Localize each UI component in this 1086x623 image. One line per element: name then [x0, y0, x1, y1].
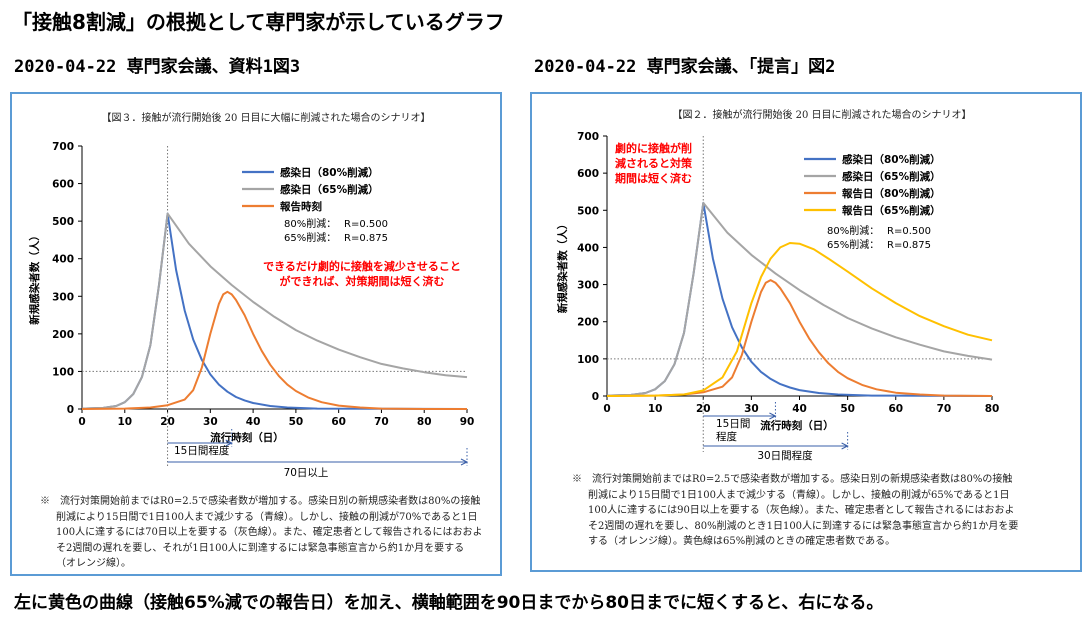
- x-tick-label: 40: [792, 403, 807, 415]
- left-chart-panel: 【図３．接触が流行開始後 20 日目に大幅に削減された場合のシナリオ】 0 100 2…: [10, 92, 502, 576]
- y-tick-label: 500: [52, 216, 74, 228]
- x-tick-label: 50: [289, 416, 304, 428]
- x-tick-label: 0: [78, 416, 85, 428]
- r-label-value: R=0.875: [344, 233, 388, 244]
- right-panel-header: 2020-04-22 専門家会議、「提言」図2: [534, 57, 836, 77]
- y-tick-label: 100: [52, 366, 74, 378]
- right-chart-svg: 【図２．接触が流行開始後 20 日目に削減された場合のシナリオ】01002003…: [556, 108, 1000, 462]
- right-note-line: ※ 流行対策開始前まではR0=2.5で感染者数が増加する。感染日別の新規感染者数…: [572, 474, 1013, 485]
- span-label: 程度: [716, 430, 737, 443]
- y-tick-label: 400: [52, 254, 74, 266]
- y-tick-label: 100: [577, 354, 599, 366]
- legend-label: 感染日（80%削減）: [280, 166, 379, 179]
- right-chart-panel: 【図２．接触が流行開始後 20 日目に削減された場合のシナリオ】 0 100 200 3…: [530, 92, 1082, 572]
- annotation-text: 期間は短く済む: [615, 171, 692, 185]
- y-tick-label: 300: [577, 280, 599, 292]
- y-tick-label: 700: [52, 141, 74, 153]
- x-axis-label: 流行時刻（日）: [760, 419, 834, 432]
- series-line-yellow: [606, 242, 993, 397]
- r-label-name: 80%削減：: [827, 224, 879, 237]
- chart-title: 【図３．接触が流行開始後 20 日目に大幅に削減された場合のシナリオ】: [101, 111, 430, 124]
- left-chart-svg: 【図３．接触が流行開始後 20 日目に大幅に削減された場合のシナリオ】01002…: [28, 111, 475, 479]
- r-label-value: R=0.875: [887, 240, 931, 251]
- series-line-orange: [606, 279, 993, 397]
- span-label: 30日間程度: [757, 449, 813, 462]
- left-note-line: 削減により15日間で1日100人まで減少する（青線）。しかし、接触の削減が70%…: [56, 511, 478, 523]
- legend-label: 感染日（65%削減）: [842, 170, 941, 183]
- annotation-text: できるだけ劇的に接触を減少させること: [263, 259, 461, 273]
- legend-label: 報告時刻: [280, 200, 322, 213]
- x-tick-label: 0: [603, 403, 610, 415]
- x-tick-label: 90: [460, 416, 475, 428]
- y-tick-label: 200: [577, 317, 599, 329]
- x-tick-label: 50: [840, 403, 855, 415]
- y-tick-label: 700: [577, 131, 599, 143]
- left-note-line: そ2週間の遅れを要し、それが1日100人に到達するには緊急事態宣言から約1か月を…: [56, 542, 465, 554]
- x-tick-label: 30: [744, 403, 759, 415]
- span-label: 15日間: [716, 418, 750, 430]
- legend-label: 報告日（65%削減）: [842, 204, 941, 217]
- y-tick-label: 300: [52, 291, 74, 303]
- y-axis-label: 新規感染者数（人）: [556, 219, 569, 314]
- y-tick-label: 500: [577, 205, 599, 217]
- left-note-line: ※ 流行対策開始前まではR0=2.5で感染者数が増加する。感染日別の新規感染者数…: [40, 496, 481, 507]
- y-tick-label: 0: [67, 404, 74, 416]
- legend-label: 感染日（80%削減）: [842, 153, 941, 166]
- x-tick-label: 70: [937, 403, 952, 415]
- right-note-line: 100人に達するには90日以上を要する（灰色線）。また、確定患者として報告される…: [588, 505, 1015, 516]
- x-tick-label: 70: [374, 416, 389, 428]
- y-axis-label: 新規感染者数（人）: [28, 230, 41, 325]
- y-tick-label: 600: [52, 179, 74, 191]
- left-note: ※ 流行対策開始前まではR0=2.5で感染者数が増加する。感染日別の新規感染者数…: [40, 494, 500, 572]
- right-note: ※ 流行対策開始前まではR0=2.5で感染者数が増加する。感染日別の新規感染者数…: [572, 472, 1077, 550]
- legend-label: 報告日（80%削減）: [842, 187, 941, 200]
- y-tick-label: 600: [577, 168, 599, 180]
- right-note-line: 削減により15日間で1日100人まで減少する（青線）。しかし、接触の削減が65%…: [588, 489, 1010, 501]
- x-tick-label: 30: [203, 416, 218, 428]
- bottom-caption: 左に黄色の曲線（接触65%減での報告日）を加え、横軸範囲を90日までから80日ま…: [14, 593, 884, 613]
- r-label-value: R=0.500: [887, 226, 931, 237]
- annotation-text: 劇的に接触が削: [615, 141, 692, 155]
- r-label-value: R=0.500: [344, 219, 388, 230]
- annotation-text: 減されると対策: [615, 156, 693, 170]
- series-line-gray: [606, 201, 993, 397]
- x-tick-label: 60: [331, 416, 346, 428]
- left-note-line: （オレンジ線）。: [56, 558, 131, 569]
- x-tick-label: 80: [985, 403, 1000, 415]
- annotation-text: ができれば、対策期間は短く済む: [280, 274, 445, 288]
- right-note-line: する（オレンジ線）。黄色線は65%削減のときの確定患者数である。: [588, 536, 896, 547]
- x-tick-label: 10: [648, 403, 663, 415]
- span-label: 15日間程度: [174, 444, 230, 457]
- r-label-name: 65%削減：: [284, 231, 336, 244]
- chart-title: 【図２．接触が流行開始後 20 日目に削減された場合のシナリオ】: [672, 108, 971, 121]
- x-tick-label: 80: [417, 416, 432, 428]
- series-line-orange: [81, 290, 467, 410]
- right-note-line: そ2週間の遅れを要し、80%削減のとき1日100人に到達するには緊急事態宣言から…: [588, 520, 1019, 532]
- x-tick-label: 40: [246, 416, 261, 428]
- series-line-gray: [81, 212, 468, 410]
- x-axis-label: 流行時刻（日）: [210, 431, 284, 444]
- left-panel-header: 2020-04-22 専門家会議、資料1図3: [14, 57, 301, 77]
- series-line-blue: [606, 201, 993, 397]
- page-title: 「接触8割減」の根拠として専門家が示しているグラフ: [12, 10, 505, 34]
- y-tick-label: 400: [577, 242, 599, 254]
- legend-label: 感染日（65%削減）: [280, 183, 379, 196]
- left-note-line: 100人に達するには70日以上を要する（灰色線）。また、確定患者として報告される…: [56, 527, 483, 538]
- r-label-name: 80%削減：: [284, 217, 336, 230]
- x-tick-label: 10: [117, 416, 132, 428]
- x-tick-label: 20: [160, 416, 175, 428]
- y-tick-label: 200: [52, 329, 74, 341]
- y-tick-label: 0: [592, 391, 599, 403]
- span-label: 70日以上: [284, 467, 329, 479]
- r-label-name: 65%削減：: [827, 238, 879, 251]
- x-tick-label: 60: [888, 403, 903, 415]
